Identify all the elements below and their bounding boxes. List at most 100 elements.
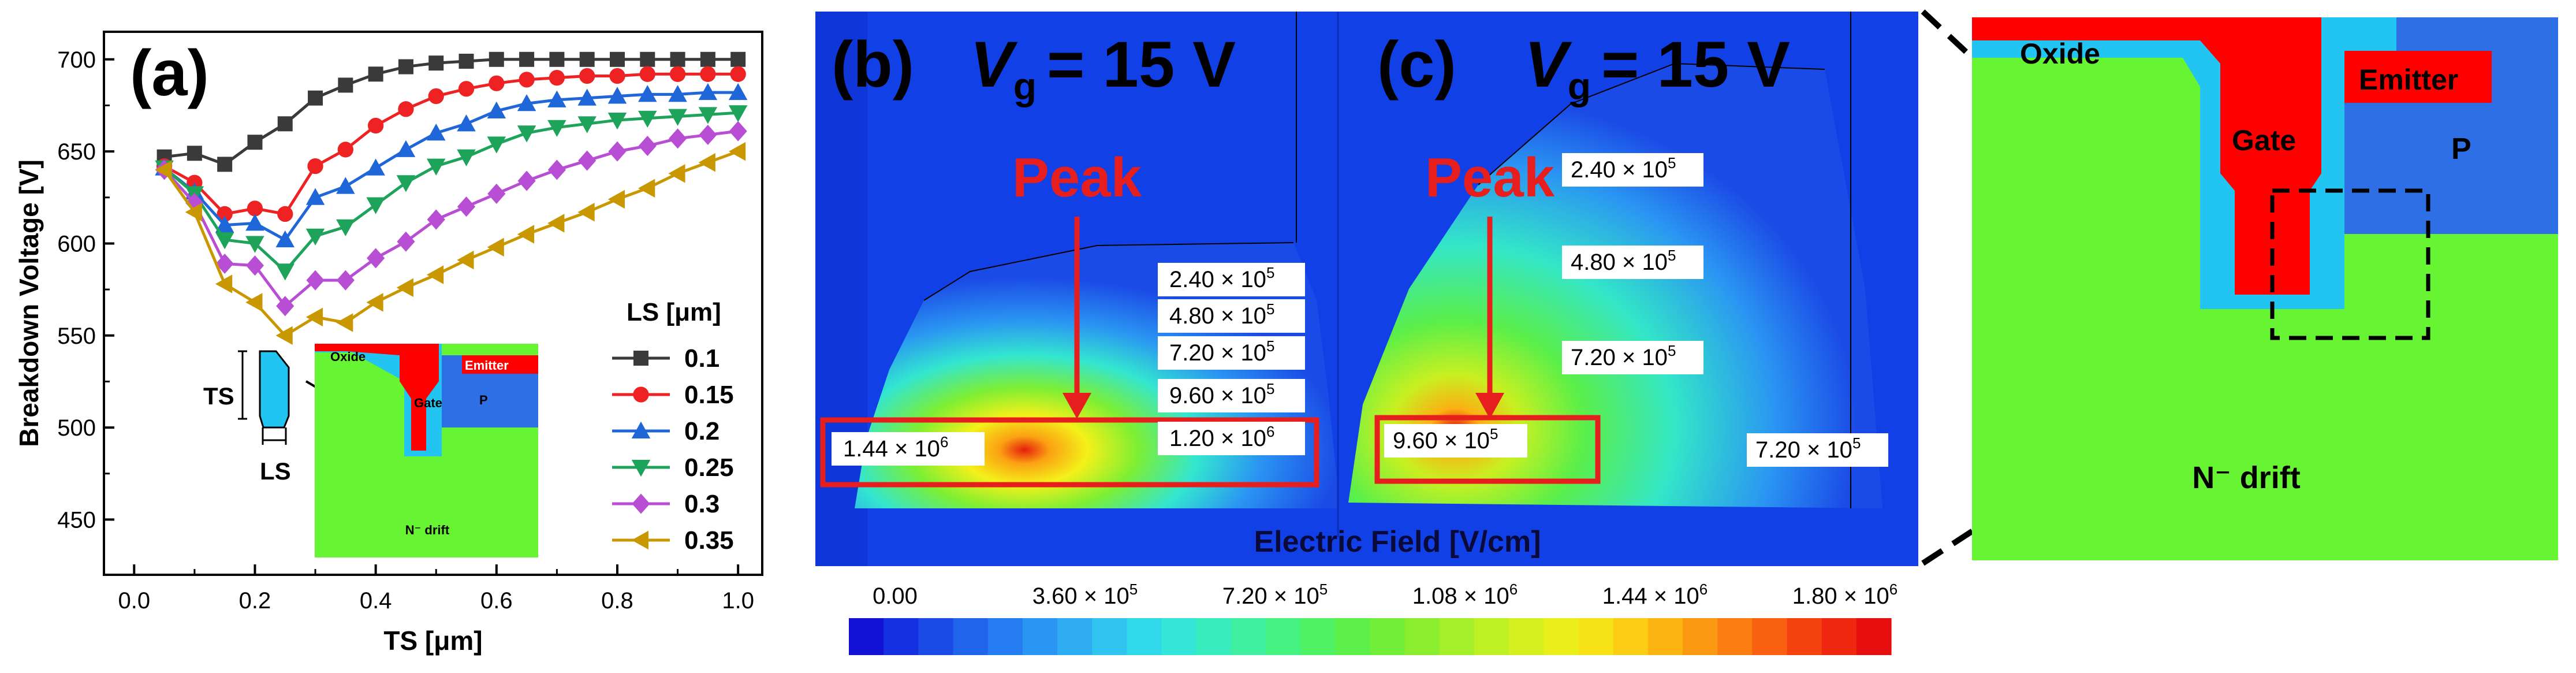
colorbar-segment — [1266, 618, 1301, 655]
data-point — [308, 90, 323, 106]
data-point — [547, 214, 565, 233]
panel-c-peak-arrowhead — [1475, 393, 1504, 419]
data-point — [517, 94, 536, 111]
panel-b-contour-outline — [923, 242, 1294, 301]
legend-label: 0.1 — [684, 344, 720, 373]
data-point — [277, 116, 293, 132]
legend-marker — [631, 421, 651, 438]
colorbar-segment — [1370, 618, 1406, 655]
data-point — [426, 124, 446, 141]
inset-emitter — [462, 355, 538, 374]
field-label: 7.20 × 105 — [1755, 434, 1861, 463]
data-point — [607, 112, 627, 130]
d-emitter — [2344, 51, 2492, 103]
data-point — [306, 270, 325, 291]
data-point — [579, 51, 595, 67]
data-point — [336, 270, 355, 291]
d-zoom-box — [2270, 188, 2430, 340]
data-point — [698, 83, 718, 101]
data-point — [428, 88, 444, 105]
data-point — [577, 116, 597, 133]
data-point — [457, 196, 476, 217]
legend-title: LS [μm] — [627, 298, 721, 326]
field-label: 2.40 × 105 — [1571, 154, 1676, 183]
field-label: 1.20 × 106 — [1169, 423, 1274, 451]
label-box — [1158, 263, 1305, 296]
field-label: 7.20 × 105 — [1571, 342, 1676, 370]
series-layer — [155, 51, 748, 345]
panel-b-vg: Vg = 15 V — [970, 28, 1236, 107]
series-0.3 — [155, 121, 747, 317]
data-point — [609, 68, 625, 84]
data-point — [607, 87, 627, 104]
data-point — [185, 203, 202, 222]
data-point — [519, 51, 535, 67]
data-point — [638, 85, 657, 102]
data-point — [458, 81, 475, 97]
colorbar-segment — [1127, 618, 1162, 655]
inset-oxide-profile — [259, 350, 290, 429]
ts-bracket — [238, 350, 247, 420]
data-point — [275, 326, 293, 345]
colorbar-segment — [1647, 618, 1683, 655]
data-point — [367, 117, 384, 134]
data-point — [517, 225, 535, 244]
data-point — [305, 188, 325, 205]
panel-label-a: (a) — [130, 37, 209, 109]
colorbar-tick-label: 1.44 × 106 — [1602, 581, 1708, 609]
data-point — [487, 136, 506, 154]
panel-c-field-labels: 2.40 × 105 4.80 × 105 7.20 × 105 9.60 × … — [1384, 153, 1888, 467]
data-point — [517, 170, 536, 191]
series-0.25 — [155, 105, 748, 281]
panel-c-vg: Vg = 15 V — [1524, 28, 1790, 107]
data-point — [698, 107, 718, 124]
label-box — [1158, 422, 1305, 455]
colorbar-segment — [918, 618, 954, 655]
data-point — [275, 263, 295, 281]
data-point — [487, 183, 506, 204]
data-point — [155, 160, 172, 180]
data-point — [639, 66, 655, 82]
data-point — [336, 219, 355, 237]
colorbar-segment — [883, 618, 919, 655]
data-point — [698, 153, 715, 172]
panel-label-b: (b) — [832, 28, 914, 101]
data-point — [217, 206, 233, 222]
data-point — [337, 142, 353, 158]
colorbar-segment — [849, 618, 884, 655]
colorbar-segment — [1335, 618, 1371, 655]
x-tick-label: 0.6 — [480, 588, 513, 613]
data-point — [305, 228, 325, 246]
data-point — [489, 75, 505, 91]
data-point — [428, 55, 444, 71]
colorbar-segment — [1578, 618, 1614, 655]
data-point — [549, 70, 565, 86]
colorbar-segment — [1821, 618, 1857, 655]
data-point — [547, 120, 566, 137]
d-gate-label: Gate — [2232, 124, 2296, 157]
series-0.1 — [156, 51, 746, 172]
d-emitter-label: Emitter — [2359, 64, 2458, 96]
colorbar-segment — [987, 618, 1023, 655]
legend-marker — [631, 460, 651, 477]
data-point — [728, 105, 748, 122]
data-point — [730, 66, 746, 82]
colorbar-segment — [1544, 618, 1579, 655]
d-n-drift-label: N⁻ drift — [2192, 460, 2300, 495]
data-point — [640, 51, 655, 67]
colorbar-tick-label: 0.00 — [873, 583, 918, 609]
panel-b-field-labels: 2.40 × 105 4.80 × 105 7.20 × 105 9.60 × … — [832, 263, 1305, 466]
inset-emitter-label: Emitter — [465, 358, 509, 373]
data-point — [458, 53, 474, 69]
field-label: 9.60 × 105 — [1393, 425, 1498, 453]
data-point — [366, 158, 385, 176]
field-label: 4.80 × 105 — [1571, 247, 1676, 275]
electric-field-title: Electric Field [V/cm] — [1254, 525, 1541, 559]
panel-b-peak-label: Peak — [1012, 147, 1142, 209]
data-point — [578, 150, 597, 171]
label-box — [1384, 424, 1527, 458]
data-point — [700, 51, 715, 67]
colorbar-segment — [1404, 618, 1440, 655]
label-box — [1158, 379, 1305, 412]
label-box — [1562, 153, 1703, 187]
